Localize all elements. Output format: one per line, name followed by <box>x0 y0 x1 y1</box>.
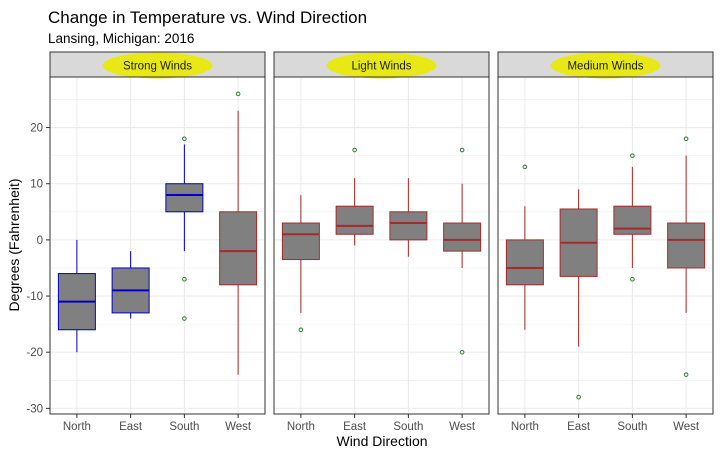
box-east <box>335 147 374 246</box>
box-east <box>111 251 150 319</box>
x-tick-label: East <box>343 421 367 433</box>
facet-panel-2: Medium Winds North East South West <box>497 51 714 433</box>
outlier-point <box>235 91 241 97</box>
outlier-point <box>182 276 187 282</box>
outlier-point <box>576 394 581 400</box>
facet-label: Strong Winds <box>123 61 192 73</box>
outlier-point <box>459 349 465 355</box>
x-tick-label: North <box>511 421 539 433</box>
x-tick-label: West <box>225 421 252 433</box>
facet-panel-0: Strong Winds North East South West <box>49 51 266 433</box>
y-tick-label: 0 <box>37 235 43 247</box>
panel-border <box>273 76 490 415</box>
panel-border <box>497 76 714 415</box>
box-west <box>219 91 258 375</box>
outlier-point <box>630 153 635 158</box>
y-tick-label: 20 <box>30 123 43 135</box>
iqr-box <box>505 239 544 286</box>
x-axis-title: Wind Direction <box>336 433 427 449</box>
box-west <box>667 136 706 377</box>
box-north <box>57 239 96 353</box>
x-tick-label: West <box>449 421 476 433</box>
iqr-box <box>335 205 374 235</box>
chart-subtitle: Lansing, Michigan: 2016 <box>48 31 194 46</box>
x-tick-label: South <box>617 421 647 433</box>
highlight-mark <box>550 52 661 79</box>
box-north <box>505 164 544 330</box>
iqr-box <box>667 222 706 269</box>
box-north <box>281 194 320 333</box>
outlier-point <box>459 147 465 153</box>
panel-border <box>49 76 266 415</box>
outlier-point <box>298 327 304 333</box>
facet-panel-1: Light Winds North East South West <box>273 51 490 433</box>
x-tick-label: East <box>119 421 143 433</box>
x-tick-label: East <box>567 421 591 433</box>
box-south <box>165 136 204 321</box>
y-tick-label: -20 <box>26 347 43 359</box>
outlier-point <box>522 164 528 170</box>
y-tick-label: 10 <box>30 179 43 191</box>
outlier-point <box>683 372 689 377</box>
outlier-point <box>182 136 187 142</box>
x-tick-label: West <box>673 421 700 433</box>
outlier-point <box>683 136 689 142</box>
x-tick-label: North <box>63 421 91 433</box>
iqr-box <box>281 222 320 261</box>
y-axis: -30 -20 -10 0 10 20 <box>26 123 50 415</box>
iqr-box <box>389 211 428 241</box>
y-axis-title: Degrees (Fahrenheit) <box>6 178 22 311</box>
outlier-point <box>630 276 635 282</box>
y-tick-label: -10 <box>26 291 43 303</box>
x-tick-label: South <box>393 421 423 433</box>
facet-label: Medium Winds <box>567 61 643 73</box>
facet-label: Light Winds <box>351 61 411 73</box>
y-tick-label: -30 <box>26 403 43 415</box>
box-west <box>443 147 482 355</box>
iqr-box <box>613 205 652 235</box>
outlier-point <box>182 316 187 321</box>
iqr-box <box>165 183 204 213</box>
highlight-mark <box>102 52 213 79</box>
box-south <box>613 153 652 282</box>
outlier-point <box>352 147 357 153</box>
iqr-box <box>443 222 482 252</box>
box-east <box>559 189 598 400</box>
highlight-mark <box>326 52 437 79</box>
x-tick-label: South <box>169 421 199 433</box>
chart-title: Change in Temperature vs. Wind Direction <box>48 8 367 27</box>
x-tick-label: North <box>287 421 315 433</box>
box-south <box>389 178 428 257</box>
iqr-box <box>219 211 258 286</box>
